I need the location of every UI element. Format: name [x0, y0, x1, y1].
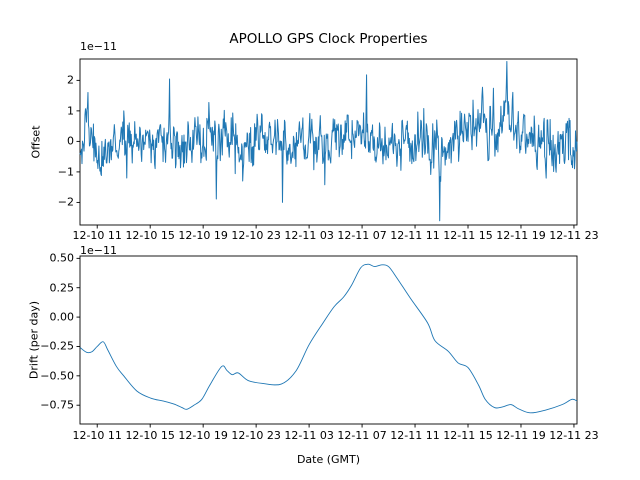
offset-y-tick-label: −1	[57, 165, 74, 179]
offset-x-tick-label: 12-10 15	[125, 229, 175, 242]
offset-axis-exponent-label: 1e−11	[80, 40, 117, 53]
offset-x-tick-label: 12-11 15	[443, 229, 493, 242]
drift-x-tick-label: 12-11 19	[496, 429, 546, 442]
drift-y-tick-label: −0.25	[40, 339, 74, 353]
drift-y-tick-label: 0.50	[49, 251, 75, 265]
offset-axes-frame	[79, 58, 578, 226]
drift-x-tick-label: 12-11 07	[337, 429, 387, 442]
offset-series-line	[79, 60, 578, 222]
offset-x-tick-label: 12-10 23	[231, 229, 281, 242]
offset-x-tick-label: 12-10 11	[72, 229, 122, 242]
offset-x-tick-label: 12-11 07	[337, 229, 387, 242]
offset-x-tick-label: 12-11 03	[284, 229, 334, 242]
drift-x-tick-label: 12-10 15	[125, 429, 175, 442]
drift-x-tick-label: 12-10 23	[231, 429, 281, 442]
offset-y-tick-label: 2	[67, 73, 74, 87]
drift-y-tick-label: 0.00	[49, 310, 75, 324]
drift-x-tick-label: 12-11 03	[284, 429, 334, 442]
drift-x-tick-label: 12-11 15	[443, 429, 493, 442]
drift-y-tick-label: 0.25	[49, 281, 75, 295]
drift-y-tick-label: −0.50	[40, 369, 74, 383]
drift-x-tick-label: 12-11 11	[390, 429, 440, 442]
offset-y-tick-label: 0	[67, 134, 74, 148]
offset-x-tick-label: 12-11 11	[390, 229, 440, 242]
offset-x-tick-label: 12-11 19	[496, 229, 546, 242]
drift-y-tick-label: −0.75	[40, 398, 74, 412]
offset-x-tick-label: 12-11 23	[549, 229, 599, 242]
x-axis-label: Date (GMT)	[296, 453, 361, 466]
offset-y-tick-label: −2	[57, 195, 74, 209]
offset-y-tick-label: 1	[67, 104, 74, 118]
drift-series-line	[79, 263, 578, 414]
offset-x-tick-label: 12-10 19	[178, 229, 228, 242]
drift-x-tick-label: 12-11 23	[549, 429, 599, 442]
drift-axes-frame	[79, 255, 578, 425]
chart-title: APOLLO GPS Clock Properties	[229, 31, 428, 47]
drift-x-tick-label: 12-10 19	[178, 429, 228, 442]
drift-axis-exponent-label: 1e−11	[80, 244, 117, 257]
offset-y-axis-label: Offset	[29, 125, 43, 159]
drift-y-axis-label: Drift (per day)	[27, 300, 41, 380]
drift-x-tick-label: 12-10 11	[72, 429, 122, 442]
